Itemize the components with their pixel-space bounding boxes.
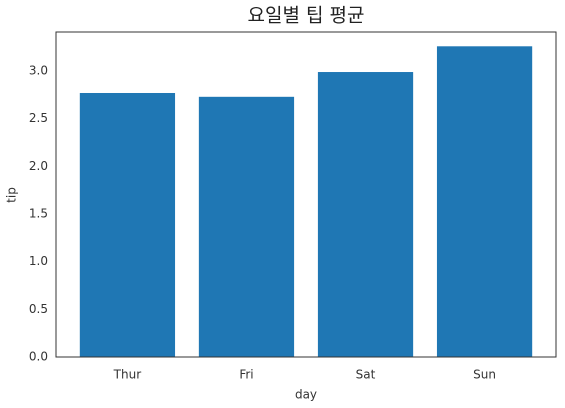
y-axis-label: tip (5, 187, 19, 203)
bar (436, 46, 533, 357)
chart-title: 요일별 팁 평균 (248, 5, 365, 27)
bar (79, 92, 176, 357)
y-tick-label: 1.0 (29, 254, 48, 268)
plot-frame (55, 31, 557, 358)
x-axis-label: day (295, 388, 317, 402)
y-tick-label: 2.0 (29, 159, 48, 173)
y-tick-label: 0.0 (29, 350, 48, 364)
y-tick-label: 3.0 (29, 64, 48, 78)
bar (317, 72, 414, 357)
x-tick-label: Sun (473, 368, 496, 382)
y-tick-label: 1.5 (29, 207, 48, 221)
x-tick-label: Sat (356, 368, 376, 382)
y-tick-label: 2.5 (29, 111, 48, 125)
x-tick-label: Fri (239, 368, 253, 382)
x-tick-label: Thur (113, 368, 142, 382)
bar (198, 96, 295, 357)
y-tick-label: 0.5 (29, 302, 48, 316)
